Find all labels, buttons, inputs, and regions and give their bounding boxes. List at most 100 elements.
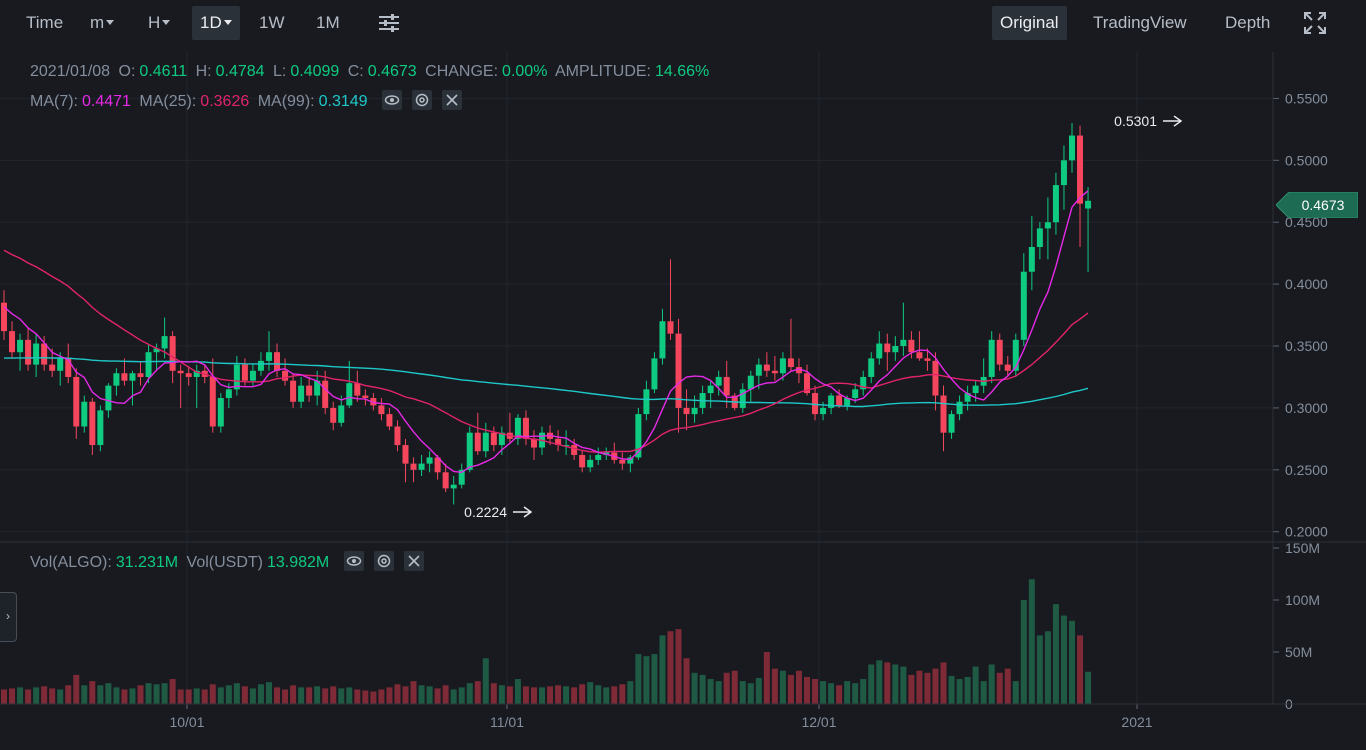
volume-bar [611,686,618,704]
candle-body [892,346,899,353]
price-tick-label: 0.5000 [1285,152,1328,168]
candle-body [988,339,995,377]
caret-down-icon [223,20,232,25]
fullscreen-button[interactable] [1296,6,1334,40]
collapse-panel-button[interactable]: › [0,592,17,642]
candle-body [113,373,120,386]
interval-1w[interactable]: 1W [251,6,293,40]
caret-down-icon [162,20,171,25]
volume-bar [498,685,505,704]
volume-bar [539,687,546,704]
date-tick-label: 10/01 [169,714,204,730]
volume-bar [675,629,682,704]
candle-body [450,484,457,489]
view-original-tab[interactable]: Original [992,6,1067,40]
volume-bar [410,681,417,704]
volume-bar [193,688,200,704]
candle-body [1068,135,1075,161]
price-tick-label: 0.4500 [1285,214,1328,230]
volume-bar [884,662,891,704]
ma99-line [4,357,1089,408]
volume-bar [233,683,240,704]
volume-bar [988,664,995,704]
interval-minutes[interactable]: m [82,6,122,40]
candle-body [265,352,272,361]
candle-body [860,376,867,390]
candle-body [683,407,690,415]
volume-bar [306,687,313,704]
view-tradingview-tab[interactable]: TradingView [1085,6,1195,40]
interval-1m[interactable]: 1M [308,6,348,40]
view-depth-tab[interactable]: Depth [1217,6,1278,40]
candle-body [241,364,248,381]
view-tradingview-label: TradingView [1093,13,1187,32]
volume-bar [241,686,248,704]
low-label: L: [273,63,287,80]
vol-close-button[interactable] [403,551,424,571]
candle-body [723,376,730,396]
volume-bar [691,672,698,704]
volume-bar [1012,681,1019,704]
ma7-value: 0.4471 [82,93,131,110]
volume-bar [1036,635,1043,704]
vol-usdt-value: 13.982M [266,554,330,571]
candle-body [169,336,176,371]
volume-bar [771,668,778,704]
candle-body [346,383,353,406]
interval-time[interactable]: Time [18,6,71,40]
candle-body [900,339,907,347]
ma-visibility-button[interactable] [381,90,402,110]
candle-body [996,339,1003,365]
candle-body [555,438,562,446]
last-price-tag: 0.4673 [1276,192,1358,218]
candle-body [282,370,289,381]
candle-body [836,395,843,406]
volume-bar [932,668,939,704]
volume-bar [587,682,594,704]
candle-body [627,457,634,464]
volume-legend: Vol(ALGO): 31.231M Vol(USDT) 13.982M [30,551,428,572]
volume-bar [1085,671,1092,704]
close-icon [408,555,420,567]
candle-body [619,459,626,464]
interval-1d[interactable]: 1D [192,6,240,40]
candle-body [643,389,650,415]
volume-bar [755,678,762,704]
volume-bar [683,658,690,704]
vol-visibility-button[interactable] [343,551,364,571]
candle-body [932,360,939,396]
volume-bar [274,687,281,704]
vol-algo-value: 31.231M [115,554,179,571]
volume-bar [699,674,706,704]
indicator-settings-button[interactable] [370,6,408,40]
candle-body [739,389,746,408]
open-value: 0.4611 [139,63,188,80]
candle-body [779,358,786,374]
annotations: 0.5301 0.2224 [464,113,1183,520]
candle-body [105,385,112,411]
last-price-value: 0.4673 [1301,197,1345,213]
vol-settings-button[interactable] [373,551,394,571]
interval-hours[interactable]: H [140,6,178,40]
candle-body [1085,200,1092,209]
candle-body [651,358,658,390]
volume-bar [394,684,401,704]
ma-settings-button[interactable] [411,90,432,110]
interval-hours-label: H [148,13,161,32]
candle-body [498,432,505,446]
chart-toolbar: Time m H 1D 1W 1M Original TradingView D… [0,0,1366,48]
ohlc-date: 2021/01/08 [30,63,111,80]
candle-body [9,331,16,353]
volume-bar [370,691,377,704]
ma7-label: MA(7): [30,93,78,110]
candle-body [852,389,859,399]
candle-body [233,364,240,390]
ma-close-button[interactable] [441,90,462,110]
volume-bar [1052,604,1059,704]
candle-body [386,414,393,427]
price-tick-label: 0.3500 [1285,338,1328,354]
volume-tick-label: 50M [1285,644,1312,660]
candle-body [804,373,810,394]
volume-bar [924,672,931,704]
